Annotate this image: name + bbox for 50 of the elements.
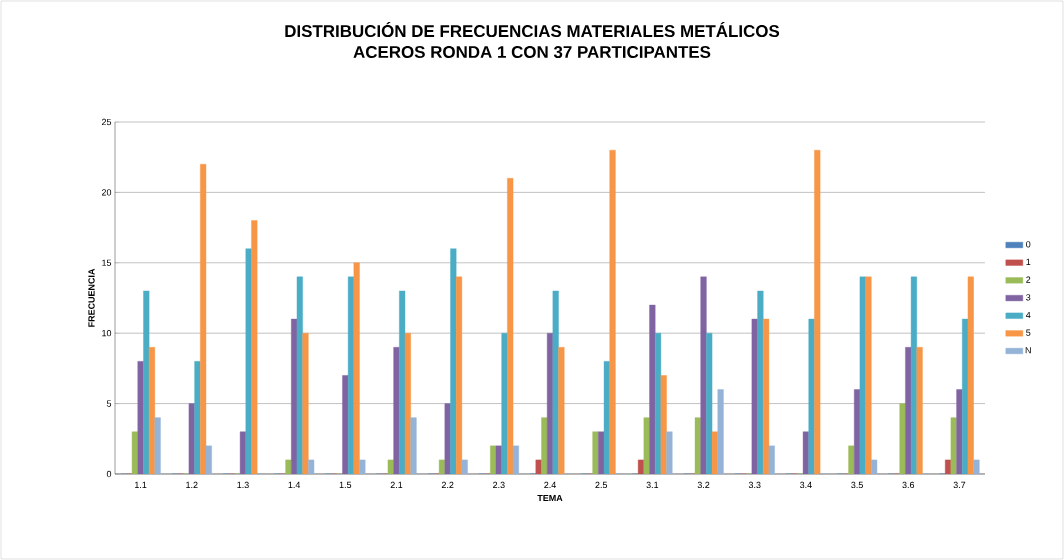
bar bbox=[666, 431, 673, 474]
x-tick-label: 3.2 bbox=[697, 481, 710, 489]
bar bbox=[700, 276, 707, 474]
y-tick-label: 5 bbox=[106, 400, 112, 407]
x-tick-label: 3.5 bbox=[851, 481, 863, 489]
bar bbox=[649, 304, 656, 474]
x-tick-label: 2.2 bbox=[441, 481, 454, 489]
bar bbox=[512, 445, 519, 474]
legend-label: 3 bbox=[1026, 294, 1031, 301]
bar bbox=[973, 459, 980, 474]
legend-label: 1 bbox=[1026, 258, 1031, 266]
legend-label: N bbox=[1025, 347, 1031, 354]
legend-label: 4 bbox=[1025, 311, 1031, 319]
x-tick-label: 3.1 bbox=[646, 481, 659, 489]
x-tick-label: 3.7 bbox=[953, 481, 966, 489]
bar bbox=[461, 459, 468, 474]
x-tick-label: 2.4 bbox=[544, 481, 556, 489]
bar bbox=[308, 459, 315, 474]
x-tick-label: 2.1 bbox=[390, 481, 403, 489]
x-tick-label: 3.3 bbox=[748, 481, 761, 489]
y-tick-label: 0 bbox=[106, 470, 112, 478]
y-tick-label: 20 bbox=[101, 189, 112, 196]
x-tick-label: 1.4 bbox=[288, 481, 301, 488]
x-tick-label: 1.3 bbox=[237, 481, 249, 489]
x-tick-label: 3.6 bbox=[902, 481, 915, 489]
legend-label: 2 bbox=[1026, 276, 1031, 283]
bar bbox=[137, 361, 144, 474]
x-tick-label: 1.1 bbox=[135, 481, 147, 488]
x-tick-label: 1.5 bbox=[339, 481, 352, 489]
legend-label: 0 bbox=[1026, 241, 1031, 248]
y-tick-label: 25 bbox=[101, 118, 112, 126]
bar bbox=[410, 417, 417, 474]
bar bbox=[768, 445, 775, 474]
bar bbox=[359, 459, 366, 474]
legend-label: 5 bbox=[1026, 329, 1031, 336]
bar bbox=[717, 389, 724, 474]
bar bbox=[956, 389, 963, 474]
x-tick-label: 1.2 bbox=[186, 481, 198, 489]
y-axis-title: FRECUENCIA bbox=[88, 268, 95, 327]
x-tick-label: 2.5 bbox=[595, 481, 608, 489]
y-tick-label: 15 bbox=[102, 259, 112, 266]
bar bbox=[871, 459, 878, 474]
chart-title: DISTRIBUCIÓN DE FRECUENCIAS MATERIALES METÁLICOS ACEROS RONDA 1 CON 37 PARTICIPANTES bbox=[285, 21, 780, 59]
y-tick-label: 10 bbox=[102, 330, 112, 337]
bar bbox=[393, 347, 400, 474]
bar bbox=[205, 445, 212, 474]
x-tick-label: 2.3 bbox=[493, 481, 505, 489]
x-tick-label: 3.4 bbox=[800, 481, 812, 489]
x-axis-title: TEMA bbox=[537, 494, 563, 502]
bar bbox=[154, 417, 161, 474]
